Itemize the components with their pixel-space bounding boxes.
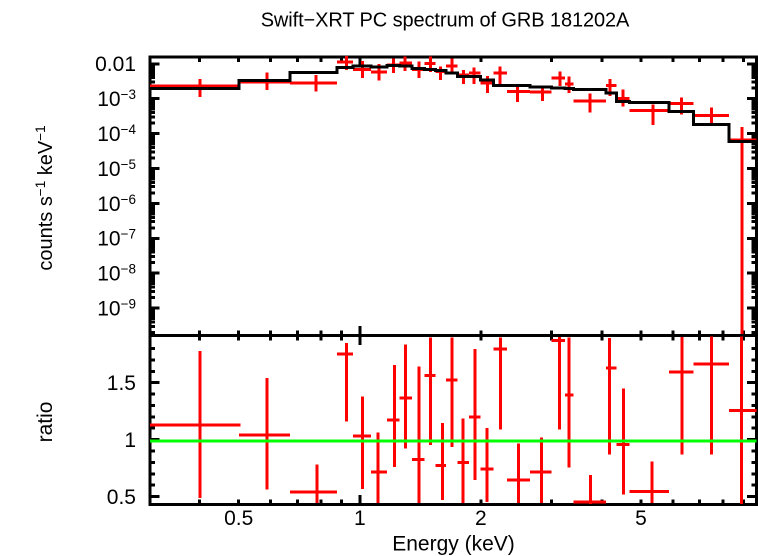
svg-text:0.01: 0.01 xyxy=(95,53,136,76)
svg-text:5: 5 xyxy=(635,507,647,530)
svg-text:10−3: 10−3 xyxy=(97,87,136,111)
svg-text:counts s−1 keV−1: counts s−1 keV−1 xyxy=(33,125,57,270)
svg-text:0.5: 0.5 xyxy=(107,486,136,509)
svg-text:Swift−XRT PC spectrum of GRB 1: Swift−XRT PC spectrum of GRB 181202A xyxy=(261,10,630,32)
svg-text:1: 1 xyxy=(354,507,366,530)
svg-text:ratio: ratio xyxy=(34,402,57,443)
svg-text:1.5: 1.5 xyxy=(107,372,136,395)
svg-text:2: 2 xyxy=(475,507,487,530)
svg-text:10−8: 10−8 xyxy=(97,262,136,286)
svg-text:Energy (keV): Energy (keV) xyxy=(392,533,515,556)
svg-text:0.5: 0.5 xyxy=(224,507,253,530)
svg-text:1: 1 xyxy=(124,429,136,452)
svg-text:10−9: 10−9 xyxy=(97,297,136,321)
